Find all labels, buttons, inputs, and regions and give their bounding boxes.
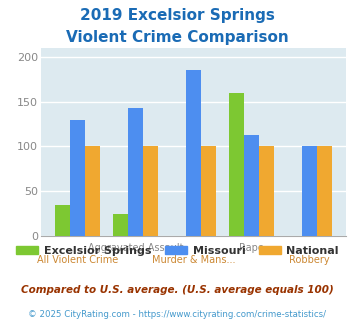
Text: Aggravated Assault: Aggravated Assault [88, 244, 183, 253]
Bar [128, 108, 143, 236]
Bar [85, 147, 100, 236]
Bar [201, 147, 216, 236]
Text: 2019 Excelsior Springs: 2019 Excelsior Springs [80, 8, 275, 23]
Bar [113, 214, 128, 236]
Legend: Excelsior Springs, Missouri, National: Excelsior Springs, Missouri, National [12, 241, 343, 260]
Bar [259, 147, 274, 236]
Bar [229, 93, 244, 236]
Text: All Violent Crime: All Violent Crime [37, 255, 118, 265]
Text: © 2025 CityRating.com - https://www.cityrating.com/crime-statistics/: © 2025 CityRating.com - https://www.city… [28, 310, 327, 318]
Bar [317, 147, 332, 236]
Text: Murder & Mans...: Murder & Mans... [152, 255, 235, 265]
Bar [186, 70, 201, 236]
Bar [55, 205, 70, 236]
Bar [302, 147, 317, 236]
Bar [70, 119, 85, 236]
Text: Violent Crime Comparison: Violent Crime Comparison [66, 30, 289, 45]
Text: Robbery: Robbery [289, 255, 330, 265]
Text: Compared to U.S. average. (U.S. average equals 100): Compared to U.S. average. (U.S. average … [21, 285, 334, 295]
Text: Rape: Rape [239, 244, 264, 253]
Bar [143, 147, 158, 236]
Bar [244, 135, 259, 236]
